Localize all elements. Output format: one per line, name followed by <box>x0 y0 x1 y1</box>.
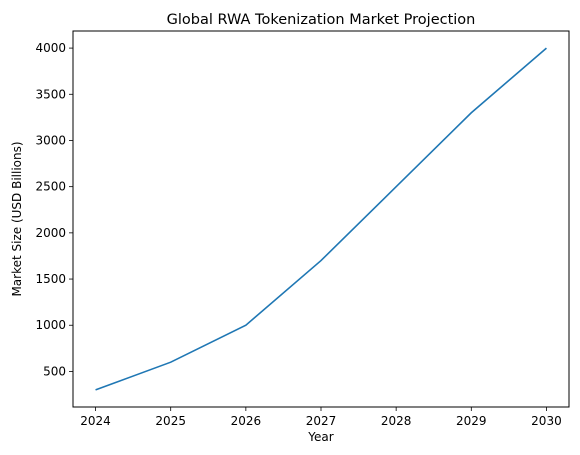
y-tick-label: 3500 <box>35 87 66 101</box>
x-tick-label: 2026 <box>231 414 262 428</box>
chart-title: Global RWA Tokenization Market Projectio… <box>167 12 476 28</box>
y-axis-label: Market Size (USD Billions) <box>10 141 24 296</box>
x-tick-label: 2029 <box>456 414 487 428</box>
y-tick-label: 1500 <box>35 272 66 286</box>
y-axis-ticks: 500 1000 1500 2000 2500 3000 3500 4000 <box>35 41 73 378</box>
x-tick-label: 2027 <box>306 414 337 428</box>
x-tick-label: 2024 <box>80 414 111 428</box>
x-axis-ticks: 2024 2025 2026 2027 2028 2029 2030 <box>80 407 562 428</box>
x-tick-label: 2030 <box>531 414 562 428</box>
y-tick-label: 2500 <box>35 180 66 194</box>
series-line <box>95 47 547 391</box>
x-axis-label: Year <box>307 430 333 444</box>
x-tick-label: 2025 <box>155 414 186 428</box>
y-tick-label: 500 <box>43 364 66 378</box>
y-tick-label: 3000 <box>35 133 66 147</box>
y-tick-label: 2000 <box>35 226 66 240</box>
y-tick-label: 4000 <box>35 41 66 55</box>
plot-frame <box>72 30 570 408</box>
y-tick-label: 1000 <box>35 318 66 332</box>
x-tick-label: 2028 <box>381 414 412 428</box>
